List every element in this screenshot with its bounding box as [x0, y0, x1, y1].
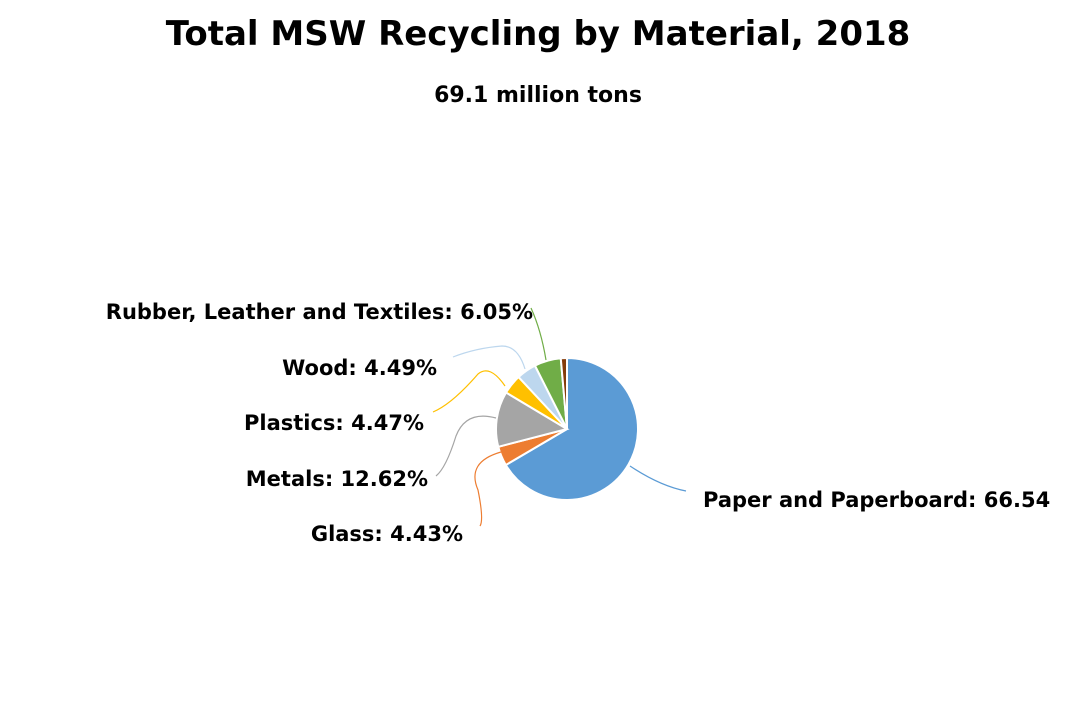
leader-line-metals	[435, 415, 497, 477]
data-labels: Paper and Paperboard: 66.54 Glass: 4.43% M…	[106, 300, 1050, 546]
data-label-wood: Wood: 4.49%	[282, 356, 437, 380]
leader-line-glass	[474, 451, 502, 527]
data-label-paper: Paper and Paperboard: 66.54	[703, 488, 1050, 512]
pie-slice-other	[559, 356, 568, 430]
leader-line-rubber	[530, 307, 547, 361]
leader-line-wood	[452, 345, 526, 370]
pie-slices	[495, 356, 639, 501]
chart-title: Total MSW Recycling by Material, 2018	[166, 14, 911, 54]
data-label-rubber: Rubber, Leather and Textiles: 6.05%	[106, 300, 533, 324]
data-label-glass: Glass: 4.43%	[311, 522, 463, 546]
pie-slice-paper	[504, 356, 639, 501]
leader-lines	[432, 307, 687, 527]
data-label-metals: Metals: 12.62%	[246, 467, 428, 491]
pie-slice-metals	[495, 391, 570, 449]
data-label-plastics: Plastics: 4.47%	[244, 411, 424, 435]
leader-line-plastics	[432, 370, 506, 413]
chart-subtitle: 69.1 million tons	[434, 83, 642, 108]
leader-line-paper	[629, 465, 687, 492]
